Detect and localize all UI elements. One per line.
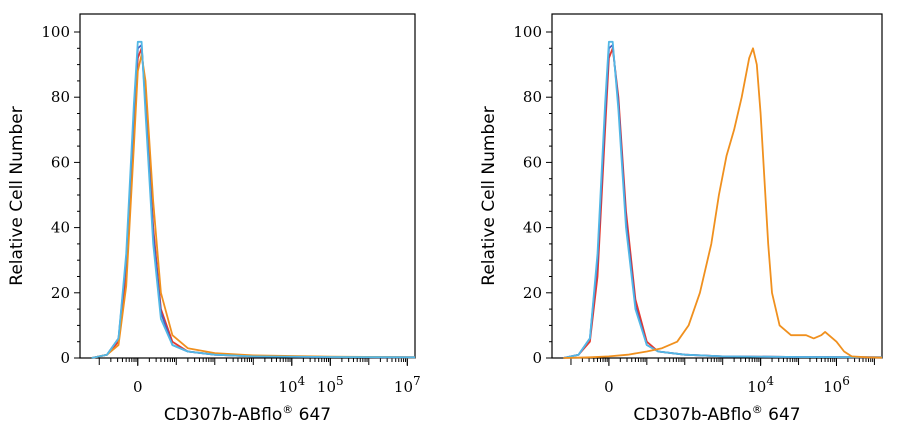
right-histogram-panel: 0 20 40 60 80 100 0 104 106 CD307b-ABflo® 647 Rela…: [479, 13, 883, 425]
x-tick-exponent: 5: [336, 374, 344, 388]
y-tick-label: 60: [523, 153, 542, 171]
y-tick-label: 100: [41, 23, 70, 41]
histogram-curve-1: [563, 47, 883, 359]
x-axis-title: CD307b-ABflo® 647: [633, 403, 800, 425]
x-tick-exponent: 6: [842, 374, 850, 388]
y-tick-label: 80: [523, 88, 542, 106]
y-tick-label: 80: [51, 88, 70, 106]
x-tick-label: 104: [747, 374, 774, 396]
left-histogram-panel: 0 20 40 60 80 100 0 104 105 107 CD307b-ABflo® 647 R…: [7, 13, 421, 425]
y-tick-label: 40: [51, 219, 70, 237]
x-tick-label: 104: [278, 374, 305, 396]
histogram-curve-2: [563, 44, 883, 359]
y-axis-title: Relative Cell Number: [7, 106, 27, 285]
y-axis-title: Relative Cell Number: [479, 106, 499, 285]
x-tick-exponent: 7: [413, 374, 421, 388]
histogram-curve-3: [563, 40, 883, 359]
y-tick-label: 60: [51, 153, 70, 171]
x-tick-exponent: 4: [766, 374, 774, 388]
x-axis-title-sup: ®: [282, 403, 293, 416]
x-tick-label: 0: [133, 378, 143, 396]
y-tick-label: 20: [523, 284, 542, 302]
y-tick-label: 40: [523, 219, 542, 237]
x-tick-label: 105: [317, 374, 344, 396]
histogram-curve-2: [91, 44, 416, 359]
x-tick-label: 107: [394, 374, 421, 396]
x-axis-title-sup: ®: [752, 403, 763, 416]
x-axis-title-suffix: 647: [763, 405, 801, 425]
histogram-curve-3: [91, 53, 416, 359]
histogram-curve-4: [91, 40, 416, 359]
x-axis-title: CD307b-ABflo® 647: [164, 403, 331, 425]
histogram-curve-1: [91, 47, 416, 359]
x-tick-exponent: 4: [298, 374, 306, 388]
histogram-curve-4: [563, 47, 883, 359]
x-tick-label: 0: [604, 378, 614, 396]
x-axis-title-suffix: 647: [293, 405, 331, 425]
y-tick-label: 0: [60, 349, 70, 367]
y-tick-label: 0: [532, 349, 542, 367]
y-tick-label: 20: [51, 284, 70, 302]
x-tick-label: 106: [823, 374, 850, 396]
y-tick-label: 100: [513, 23, 542, 41]
